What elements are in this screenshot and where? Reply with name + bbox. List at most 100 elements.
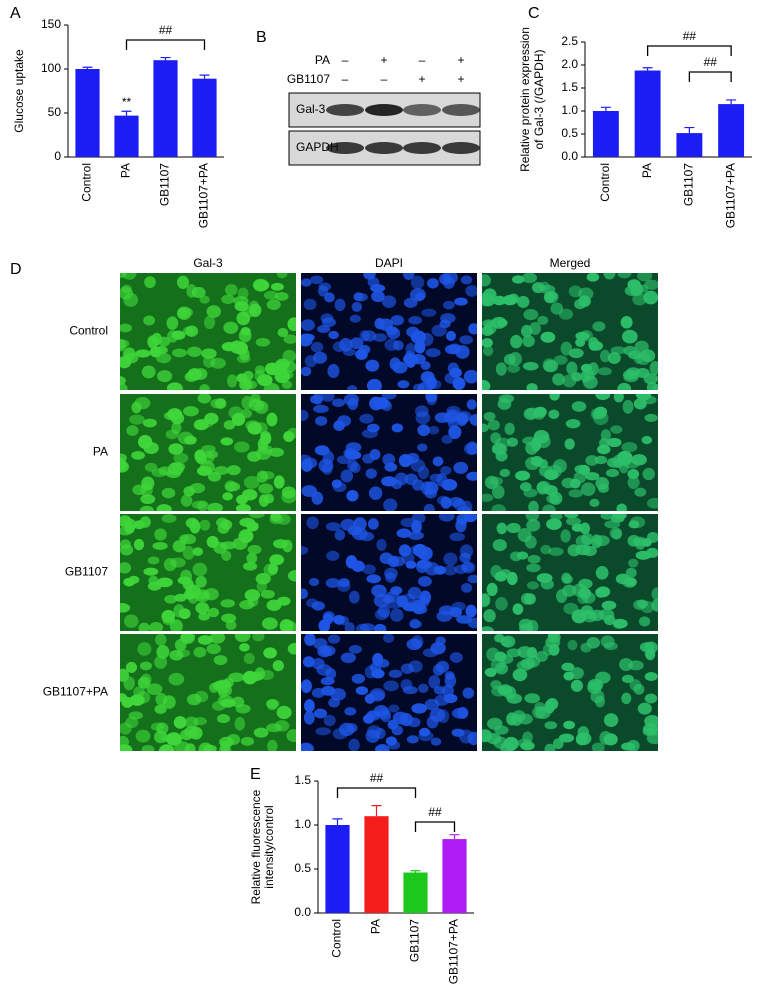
cell (547, 634, 559, 640)
cell (220, 437, 234, 446)
cell (434, 694, 449, 706)
cell (451, 728, 465, 737)
cell (448, 425, 462, 439)
cell (129, 414, 145, 425)
cell (263, 493, 275, 504)
cell (390, 315, 405, 326)
cell (486, 582, 498, 597)
cell (552, 738, 564, 750)
cell (173, 716, 187, 729)
cell (197, 635, 213, 645)
cell (407, 586, 422, 600)
cell (460, 275, 473, 285)
cell (578, 578, 593, 589)
cell (544, 743, 556, 751)
cell (532, 706, 546, 719)
cells (301, 273, 477, 390)
cell (525, 407, 542, 419)
cell (588, 337, 599, 351)
cell (463, 514, 477, 523)
cell (491, 504, 506, 511)
cell (322, 450, 334, 465)
cell (374, 609, 389, 620)
cell (543, 359, 559, 373)
cell (195, 602, 210, 614)
cell (443, 552, 458, 566)
cell (140, 483, 153, 497)
cell (301, 546, 309, 555)
cell (580, 482, 596, 497)
cell (147, 556, 160, 565)
significance-mark: ## (159, 23, 173, 37)
cell (344, 622, 355, 631)
cell (390, 608, 404, 622)
cell (642, 467, 656, 481)
cell (642, 395, 657, 405)
cell (508, 351, 522, 366)
cell (133, 538, 145, 551)
cell (453, 461, 469, 474)
cell (552, 373, 565, 386)
cell (408, 531, 424, 540)
cell (461, 561, 474, 572)
cell (301, 588, 308, 599)
cell (526, 646, 538, 659)
cell (634, 537, 646, 550)
significance-mark: ## (704, 55, 718, 69)
cell (234, 634, 251, 643)
cell (167, 408, 183, 421)
cell (438, 514, 455, 522)
cell (321, 462, 333, 475)
cell (466, 399, 477, 410)
cell (566, 361, 578, 375)
cell (361, 429, 378, 439)
cell (301, 278, 312, 287)
cell (301, 366, 312, 377)
cell (455, 518, 467, 533)
cell (332, 482, 347, 493)
cell (526, 563, 541, 573)
micrograph (482, 394, 658, 511)
cell (301, 485, 318, 497)
cell (568, 489, 583, 498)
cell (527, 554, 541, 564)
cell (166, 469, 181, 479)
cell (529, 322, 541, 335)
cell (409, 618, 421, 629)
cell (216, 681, 232, 694)
cell (454, 297, 468, 306)
error-bar (642, 67, 653, 71)
cells (120, 514, 296, 631)
cell (367, 277, 380, 288)
cell (526, 519, 541, 532)
cell (338, 615, 349, 626)
cell (362, 564, 376, 575)
cell (302, 656, 315, 668)
micrograph (120, 634, 296, 751)
cell (392, 361, 408, 374)
cell (585, 455, 599, 466)
cell (227, 374, 238, 388)
cell (565, 517, 582, 526)
cell (315, 727, 332, 736)
cell (500, 741, 515, 751)
cell (182, 545, 195, 560)
cell (492, 295, 507, 306)
cell (226, 734, 241, 745)
cell (417, 466, 430, 480)
cell (597, 367, 612, 376)
cell (203, 315, 216, 330)
cell (197, 394, 212, 404)
cell (287, 317, 296, 332)
cell (235, 503, 251, 511)
cell (124, 352, 139, 364)
cell (143, 567, 159, 576)
cell (646, 497, 658, 509)
column-header: Gal-3 (193, 256, 223, 270)
cell (248, 303, 262, 317)
cell (135, 349, 151, 358)
cell (317, 324, 331, 334)
cell (490, 432, 501, 444)
x-tick-label: PA (119, 163, 133, 178)
y-tick-label: 50 (48, 105, 62, 119)
